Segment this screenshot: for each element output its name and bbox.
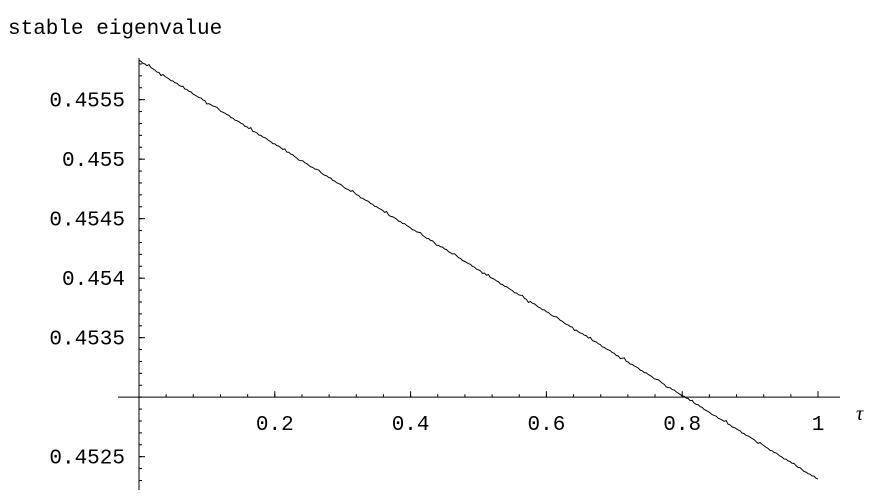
tick-labels: 0.2 0.4 0.6 0.8 1 0.4525 0.4535 0.454 0.4545 0.45… [49,91,824,471]
x-tick-label: 0.4 [392,414,430,437]
x-tick-label: 0.8 [663,414,701,437]
tick-marks [139,63,819,481]
y-tick-label: 0.455 [62,150,125,173]
y-axis-title: stable eigenvalue [8,18,222,41]
y-tick-label: 0.4525 [49,448,125,471]
x-axis-title: τ [856,403,864,425]
y-tick-label: 0.4535 [49,329,125,352]
x-tick-label: 0.2 [256,414,294,437]
series-line [138,59,819,480]
y-tick-label: 0.4545 [49,210,125,233]
y-tick-label: 0.4555 [49,91,125,114]
axes [118,58,840,490]
y-tick-label: 0.454 [62,269,125,292]
x-tick-label: 1 [812,414,825,437]
series-group [138,59,819,480]
x-tick-label: 0.6 [527,414,565,437]
